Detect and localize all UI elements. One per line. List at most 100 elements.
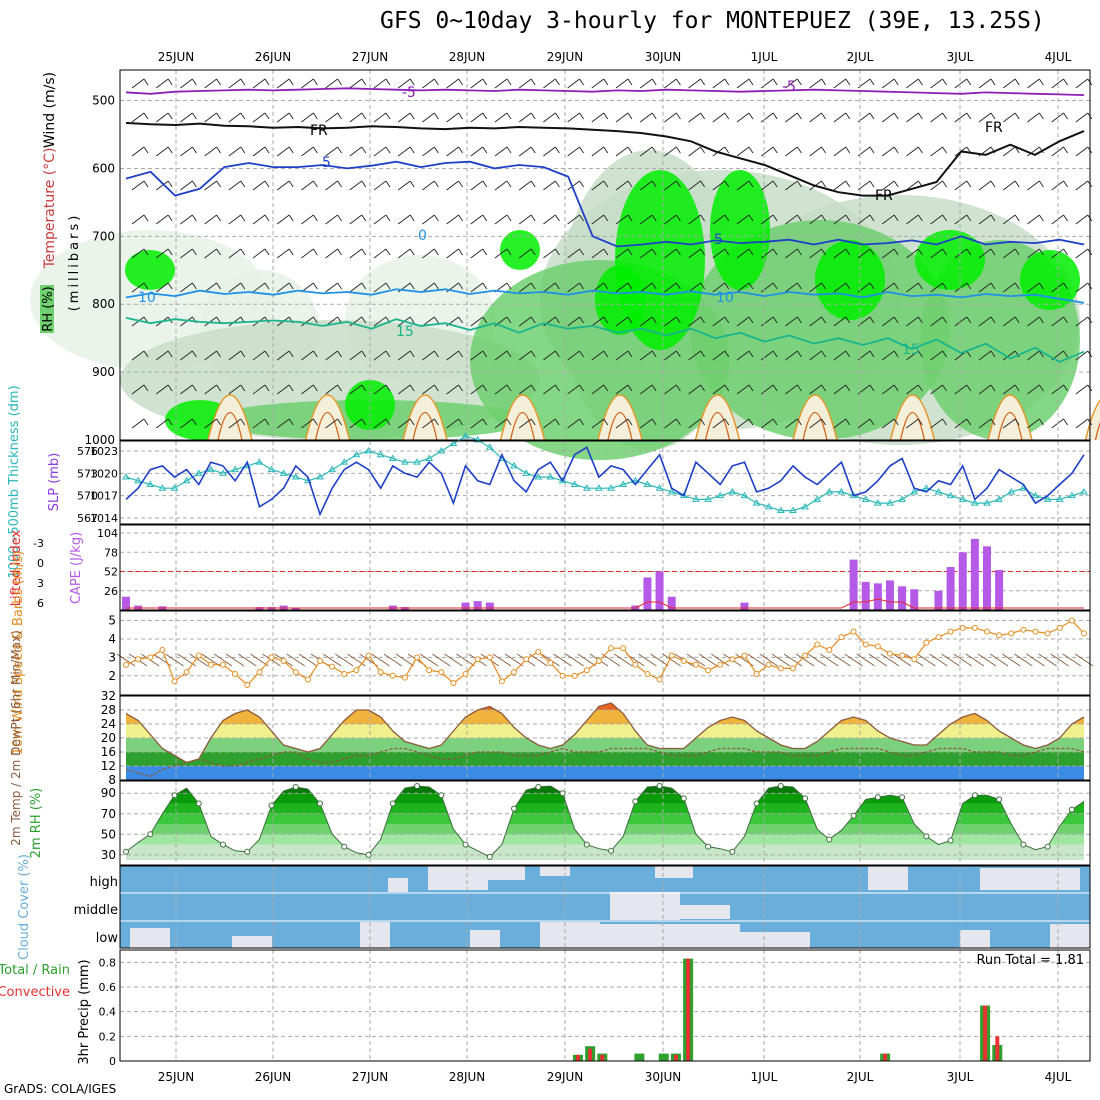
wind10-marker — [450, 680, 457, 687]
upper-wind-barb — [688, 350, 701, 361]
upper-wind-barb-flag — [966, 316, 972, 324]
contour-label: 0 — [418, 228, 427, 244]
thickness-marker — [449, 439, 458, 447]
thickness-marker — [170, 484, 179, 491]
date-label-top: 2JUL — [847, 50, 874, 64]
upper-wind-barb — [1027, 78, 1040, 89]
precip-conv-bar — [686, 958, 691, 1061]
upper-wind-barb — [373, 282, 387, 293]
cloud-frame — [119, 865, 1091, 949]
upper-wind-barb-flag — [192, 146, 197, 154]
upper-wind-barb — [325, 180, 338, 191]
upper-wind-barb-flag — [845, 180, 851, 188]
upper-wind-barb-flag — [821, 214, 826, 222]
upper-wind-barb — [567, 316, 580, 327]
upper-wind-barb-flag — [167, 78, 173, 86]
upper-wind-barb — [1075, 78, 1089, 89]
rh2m-marker — [705, 843, 712, 850]
upper-wind-barb-flag — [700, 78, 705, 86]
upper-wind-barb — [736, 214, 750, 225]
upper-wind-barb-flag — [192, 248, 197, 256]
upper-wind-barb-flag — [918, 418, 923, 426]
thickness-axis-label: 1000~500mb Thickness (dm) — [7, 385, 22, 578]
upper-wind-barb — [954, 316, 968, 327]
upper-wind-barb-flag — [1063, 350, 1068, 358]
rh2m-marker — [1068, 806, 1075, 813]
upper-wind-barb-flag — [555, 214, 560, 222]
upper-wind-barb-flag — [676, 316, 681, 324]
upper-wind-barb — [881, 78, 895, 89]
rh2m-marker — [438, 792, 445, 799]
rh2m-marker — [171, 792, 178, 799]
upper-wind-barb-flag — [167, 214, 173, 222]
upper-wind-barb — [543, 214, 556, 225]
upper-wind-barb-flag — [288, 146, 294, 154]
thickness-marker — [328, 465, 337, 473]
upper-wind-barb — [276, 146, 290, 157]
upper-wind-barb-flag — [942, 282, 947, 290]
upper-wind-barb — [494, 214, 508, 225]
upper-wind-barb-flag — [942, 384, 947, 392]
wind10-marker — [741, 652, 748, 659]
upper-wind-barb-flag — [821, 146, 826, 154]
upper-wind-barb-flag — [990, 418, 996, 426]
upper-wind-barb-flag — [361, 384, 367, 392]
upper-wind-barb — [760, 384, 774, 395]
wind10-marker — [838, 634, 845, 641]
wind10-tick: 4 — [108, 632, 116, 646]
upper-wind-barb-flag — [579, 316, 584, 324]
precip-conv-bar — [883, 1053, 888, 1061]
wind10-marker — [886, 650, 893, 657]
upper-wind-barb-flag — [409, 214, 415, 222]
upper-wind-barb-flag — [361, 316, 367, 324]
upper-wind-barb-flag — [966, 248, 972, 256]
upper-wind-barb-flag — [192, 418, 197, 426]
upper-wind-barb — [1075, 180, 1089, 191]
upper-wind-barb — [518, 146, 532, 157]
wind10-marker — [365, 652, 372, 659]
upper-wind-barb-flag — [579, 248, 584, 256]
wind10-barb — [419, 653, 439, 667]
cloud-clear-patch — [655, 866, 693, 878]
wind10-marker — [1044, 630, 1051, 637]
slp-tick: 1017 — [90, 490, 118, 503]
rh2m-marker — [996, 796, 1003, 803]
rh2m-marker — [486, 853, 493, 860]
thickness-marker — [752, 499, 761, 506]
rh2m-marker — [923, 833, 930, 840]
upper-wind-barb-flag — [240, 112, 246, 120]
wind10-marker — [692, 661, 699, 668]
wind10-marker — [220, 661, 227, 668]
thickness-marker — [1055, 495, 1064, 502]
wind10-barb — [613, 653, 633, 667]
wind10-barb — [856, 653, 875, 667]
upper-wind-barb — [809, 78, 822, 89]
upper-wind-barb-flag — [1014, 418, 1020, 426]
upper-wind-barb — [833, 282, 847, 293]
upper-wind-barb-flag — [966, 282, 972, 290]
thickness-marker — [267, 465, 276, 473]
upper-wind-barb — [228, 418, 242, 429]
upper-wind-barb — [518, 248, 532, 259]
upper-wind-barb-flag — [942, 248, 947, 256]
upper-wind-barb-flag — [845, 248, 851, 256]
upper-wind-barb — [252, 350, 266, 361]
rh2m-marker — [971, 792, 978, 799]
upper-wind-barb-flag — [240, 282, 246, 290]
upper-wind-barb — [1075, 112, 1089, 123]
upper-wind-barb-flag — [797, 418, 802, 426]
upper-wind-barb-flag — [797, 316, 802, 324]
upper-wind-barb — [930, 248, 943, 259]
wind10-marker — [923, 639, 930, 646]
thickness-marker — [1067, 491, 1076, 499]
upper-wind-barb — [1027, 112, 1040, 123]
thickness-marker — [607, 484, 615, 491]
wind10-marker — [389, 672, 396, 679]
upper-wind-barb — [639, 282, 653, 293]
upper-wind-barb — [494, 146, 508, 157]
upper-wind-barb-flag — [772, 384, 778, 392]
upper-wind-barb — [446, 180, 459, 191]
upper-wind-barb — [543, 146, 556, 157]
upper-wind-barb — [978, 248, 992, 259]
upper-wind-barb — [1027, 316, 1040, 327]
